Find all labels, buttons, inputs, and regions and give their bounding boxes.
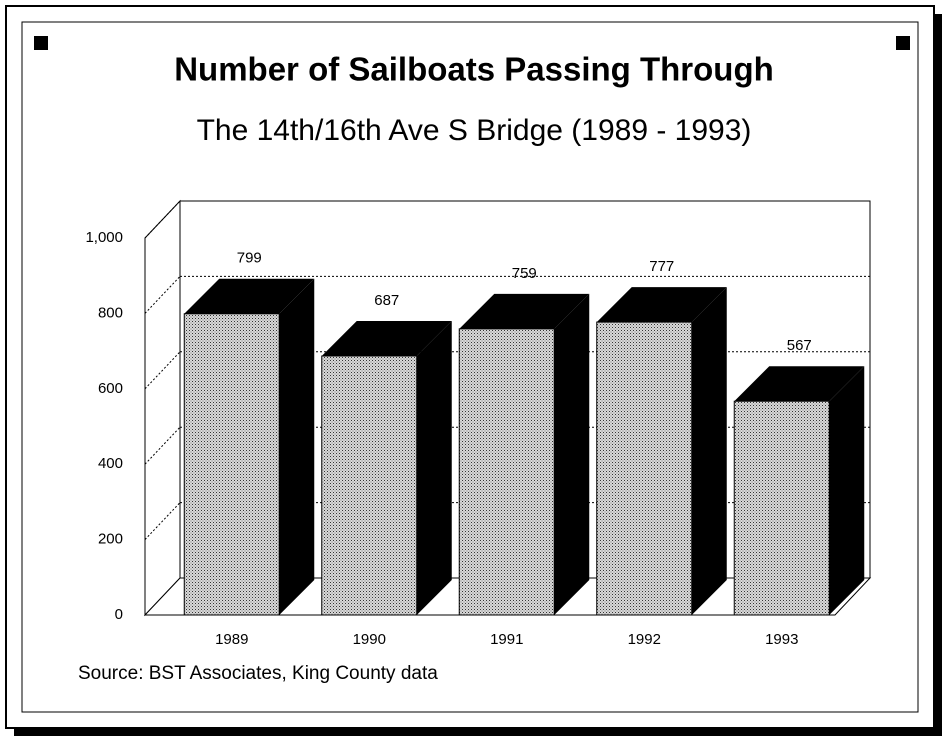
x-tick-label: 1993 <box>765 631 798 648</box>
value-label: 799 <box>237 250 262 267</box>
bar-side <box>279 278 315 615</box>
grid-line <box>144 502 181 540</box>
bar <box>458 328 555 616</box>
value-label: 567 <box>787 337 812 354</box>
bar-side <box>829 366 865 615</box>
bar <box>733 400 830 616</box>
grid-line <box>144 351 181 390</box>
bar <box>321 355 418 616</box>
x-tick-label: 1992 <box>628 631 661 648</box>
bar-side <box>554 293 590 615</box>
x-tick-label: 1990 <box>353 631 386 648</box>
bar <box>596 321 693 616</box>
chart-title: Number of Sailboats Passing Through <box>174 51 774 88</box>
y-tick-label: 600 <box>98 380 123 397</box>
bar-side <box>691 287 727 615</box>
source-note: Source: BST Associates, King County data <box>78 663 438 684</box>
bar-top <box>459 293 590 329</box>
bar-top <box>184 278 315 314</box>
value-label: 759 <box>512 265 537 282</box>
grid-line <box>144 276 181 314</box>
corner-icon <box>896 36 910 50</box>
value-label: 687 <box>374 292 399 309</box>
y-tick-label: 200 <box>98 531 123 548</box>
inner-frame <box>21 21 919 713</box>
bar-top <box>321 321 452 357</box>
x-tick-label: 1991 <box>490 631 523 648</box>
chart-subtitle: The 14th/16th Ave S Bridge (1989 - 1993) <box>197 114 752 147</box>
x-tick-label: 1989 <box>215 631 248 648</box>
y-tick-label: 0 <box>115 606 123 623</box>
value-label: 777 <box>649 258 674 275</box>
bar-top <box>734 366 865 402</box>
bar-top <box>596 287 727 323</box>
y-tick-label: 1,000 <box>85 229 123 246</box>
corner-icon <box>34 36 48 50</box>
bar-side <box>416 321 452 615</box>
grid-line <box>144 426 181 465</box>
y-tick-label: 400 <box>98 455 123 472</box>
grid-line <box>144 200 181 239</box>
y-tick-label: 800 <box>98 304 123 321</box>
bar <box>183 313 280 616</box>
